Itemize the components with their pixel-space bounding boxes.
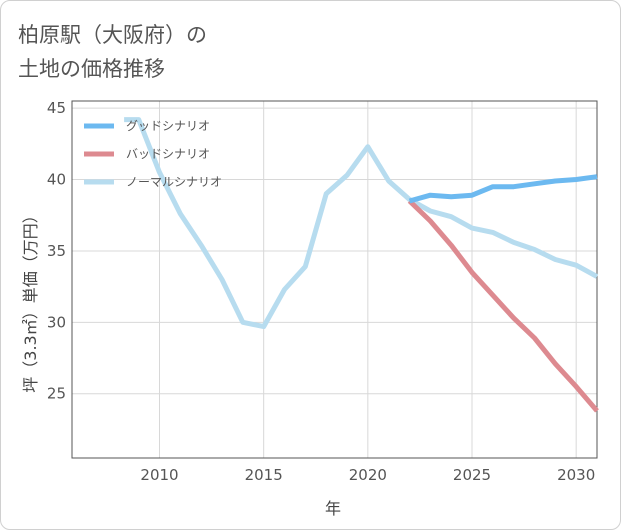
- y-tick-label: 25: [47, 385, 66, 403]
- x-axis-ticks: 2010 2015 2020 2025 2030: [140, 466, 595, 484]
- series-line-2: [124, 117, 599, 330]
- title-line-1: 柏原駅（大阪府）の: [18, 23, 207, 47]
- x-tick-label: 2020: [349, 466, 387, 484]
- series-lines: [124, 117, 599, 413]
- x-tick-label: 2030: [557, 466, 595, 484]
- series-line-0: [408, 174, 598, 204]
- y-tick-label: 35: [47, 242, 66, 260]
- legend-label: グッドシナリオ: [126, 119, 210, 133]
- grid-lines: [72, 101, 597, 458]
- legend-label: バッドシナリオ: [126, 147, 210, 161]
- y-tick-label: 30: [47, 313, 66, 331]
- y-axis-ticks: 25 30 35 40 45: [47, 99, 66, 403]
- x-tick-label: 2025: [453, 466, 491, 484]
- x-tick-label: 2010: [140, 466, 178, 484]
- legend-label: ノーマルシナリオ: [126, 175, 222, 189]
- plot-area: [71, 100, 598, 459]
- x-tick-label: 2015: [245, 466, 283, 484]
- y-axis-label: 坪（3.3㎡）単価（万円）: [21, 207, 40, 392]
- x-axis-label: 年: [325, 499, 341, 518]
- y-tick-label: 40: [47, 171, 66, 189]
- chart-title: 柏原駅（大阪府）の 土地の価格推移: [18, 18, 207, 86]
- y-tick-label: 45: [47, 99, 66, 117]
- title-line-2: 土地の価格推移: [18, 57, 165, 81]
- series-line-1: [407, 199, 599, 413]
